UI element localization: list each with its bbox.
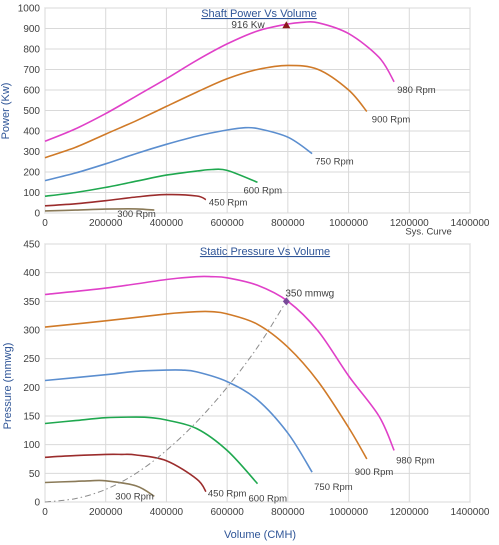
y-axis-label: Pressure (mmwg) bbox=[2, 343, 14, 430]
series-line-300-rpm bbox=[44, 208, 155, 212]
annotation-marker bbox=[282, 297, 290, 306]
y-tick-label: 900 bbox=[23, 24, 40, 35]
y-tick-label: 300 bbox=[23, 147, 40, 158]
shaft-power-chart: 0 100 200 300 400 500 600 700 800 900 1000 0 200000 4… bbox=[0, 4, 490, 230]
x-tick-label: 1000000 bbox=[329, 218, 368, 229]
series-label-300-rpm: 300 Rpm bbox=[117, 209, 156, 220]
series-line-980-rpm bbox=[44, 20, 395, 143]
x-tick-label: 1200000 bbox=[390, 218, 429, 229]
annotation-label: 916 Kw bbox=[231, 20, 265, 31]
series-line-450-rpm bbox=[44, 453, 207, 493]
x-tick-label: 1000000 bbox=[329, 507, 368, 518]
y-tick-label: 200 bbox=[23, 168, 40, 179]
x-tick-label: 1400000 bbox=[451, 507, 490, 518]
y-tick-label: 200 bbox=[23, 383, 40, 394]
chart-title: Shaft Power Vs Volume bbox=[201, 8, 317, 20]
series-line-450-rpm bbox=[44, 193, 207, 207]
series-line-sys-curve bbox=[44, 301, 287, 503]
series-label-900-rpm: 900 Rpm bbox=[372, 115, 411, 126]
y-tick-label: 600 bbox=[23, 86, 40, 97]
series-label-300-rpm: 300 Rpm bbox=[115, 491, 154, 502]
series-label-980-rpm: 980 Rpm bbox=[396, 455, 435, 466]
series-label-750-rpm: 750 Rpm bbox=[315, 157, 354, 168]
y-tick-label: 50 bbox=[29, 469, 41, 480]
y-tick-label: 100 bbox=[23, 440, 40, 451]
series-line-980-rpm bbox=[44, 275, 395, 451]
y-tick-label: 100 bbox=[23, 188, 40, 199]
x-tick-label: 1400000 bbox=[451, 218, 490, 229]
series-line-750-rpm bbox=[44, 126, 313, 182]
chart-title: Static Pressure Vs Volume bbox=[200, 246, 330, 258]
series-line-900-rpm bbox=[44, 64, 368, 159]
series-line-750-rpm bbox=[44, 369, 313, 473]
x-tick-label: 800000 bbox=[271, 507, 305, 518]
y-tick-label: 350 bbox=[23, 297, 40, 308]
x-tick-label: 600000 bbox=[210, 218, 244, 229]
y-tick-label: 150 bbox=[23, 412, 40, 423]
y-tick-label: 400 bbox=[23, 127, 40, 138]
series-label-900-rpm: 900 Rpm bbox=[355, 467, 394, 478]
x-axis-label: Volume (CMH) bbox=[224, 529, 296, 541]
x-tick-label: 200000 bbox=[89, 218, 123, 229]
series-label-600-rpm: 600 Rpm bbox=[244, 185, 283, 196]
series-line-300-rpm bbox=[44, 479, 155, 497]
y-tick-label: 700 bbox=[23, 65, 40, 76]
y-tick-label: 0 bbox=[34, 209, 40, 220]
series-label-980-rpm: 980 Rpm bbox=[397, 85, 436, 96]
series-label-450-rpm: 450 Rpm bbox=[209, 198, 248, 209]
series-line-900-rpm bbox=[44, 310, 368, 460]
x-tick-label: 400000 bbox=[150, 507, 184, 518]
series-label-600-rpm: 600 Rpm bbox=[249, 494, 288, 505]
y-tick-label: 0 bbox=[34, 498, 40, 509]
y-axis-label: Power (Kw) bbox=[0, 83, 12, 140]
y-tick-label: 800 bbox=[23, 45, 40, 56]
x-tick-label: 0 bbox=[42, 218, 48, 229]
x-tick-label: 400000 bbox=[150, 218, 184, 229]
y-tick-label: 450 bbox=[23, 240, 40, 251]
series-line-600-rpm bbox=[44, 168, 258, 197]
x-tick-label: 200000 bbox=[89, 507, 123, 518]
x-tick-label: 1200000 bbox=[390, 507, 429, 518]
series-label-750-rpm: 750 Rpm bbox=[314, 482, 353, 493]
annotation-marker bbox=[282, 21, 291, 29]
series-line-600-rpm bbox=[44, 416, 259, 485]
y-tick-label: 300 bbox=[23, 326, 40, 337]
series-label-sys-curve: Sys. Curve bbox=[405, 226, 451, 237]
x-tick-label: 0 bbox=[42, 507, 48, 518]
x-tick-label: 600000 bbox=[210, 507, 244, 518]
series-label-450-rpm: 450 Rpm bbox=[208, 489, 247, 500]
y-tick-label: 1000 bbox=[18, 4, 41, 15]
y-tick-label: 250 bbox=[23, 354, 40, 365]
y-tick-label: 400 bbox=[23, 268, 40, 279]
static-pressure-chart: 0 50 100 150 200 250 300 350 400 450 0 200000 400000… bbox=[2, 226, 490, 541]
y-tick-label: 500 bbox=[23, 106, 40, 117]
x-tick-label: 800000 bbox=[271, 218, 305, 229]
annotation-label: 350 mmwg bbox=[285, 288, 334, 299]
